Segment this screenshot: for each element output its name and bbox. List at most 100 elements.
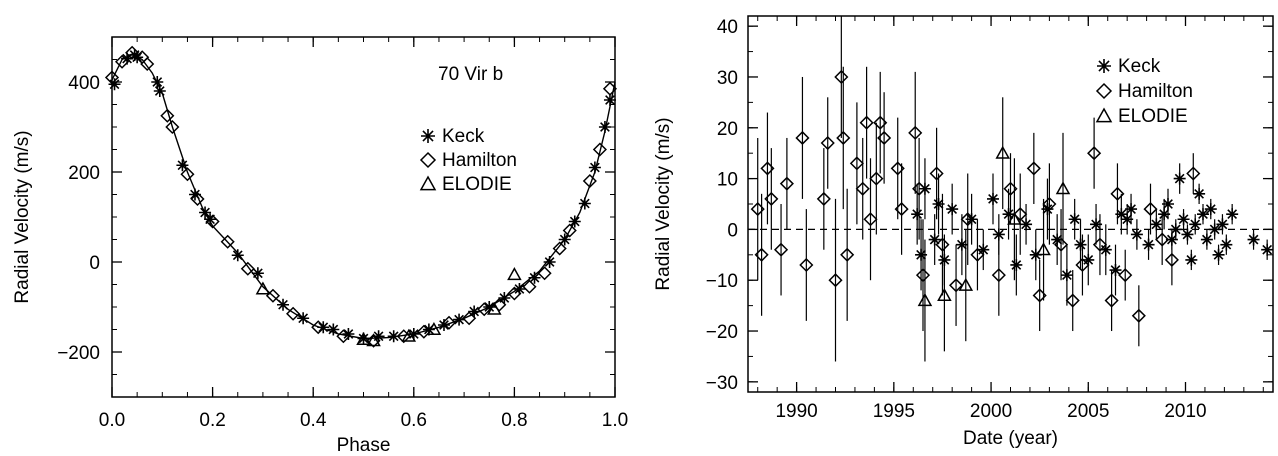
hamilton-point [1026,161,1041,176]
keck-point [928,233,941,246]
keck-point [915,248,928,261]
hamilton-point [1042,196,1057,212]
keck-point [231,249,244,262]
x-tick-label: 1995 [873,401,915,422]
keck-point [578,197,591,210]
keck-point [1099,243,1112,256]
keck-point [1060,269,1073,282]
elodie-point [1007,211,1022,225]
x-tick-label: 0.6 [401,410,427,431]
y-tick-label: −30 [706,373,738,394]
keck-point [1029,248,1042,261]
hamilton-point [1104,293,1119,308]
legend-keck-marker [1097,59,1111,73]
hamilton-point [836,130,851,146]
hamilton-point [915,268,931,283]
hamilton-point [1013,207,1028,222]
legend-elodie-marker [419,175,437,191]
hamilton-point [1143,202,1158,217]
keck-point [357,332,370,345]
x-axis-label: Phase [337,435,391,456]
keck-point [946,203,959,216]
hamilton-point [240,261,255,276]
hamilton-point [1118,268,1133,283]
keck-point [1216,218,1229,231]
keck-point [588,161,601,174]
planet-annotation: 70 Vir b [438,64,503,85]
keck-point [558,233,571,246]
keck-point [1074,238,1087,251]
hamilton-point [537,266,552,281]
hamilton-point [764,191,779,206]
legend-elodie-marker [1095,107,1113,123]
plot-area [104,45,618,348]
keck-point [1200,233,1213,246]
hamilton-point [935,237,950,252]
hamilton-point [1110,186,1125,201]
y-axis-label: Radial Velocity (m/s) [653,117,674,290]
keck-point [1204,203,1217,216]
hamilton-point [160,108,175,123]
keck-point [598,121,611,133]
phase-curve-panel: 0.0 0.2 0.4 0.6 0.8 1.0 −200 0 200 400 Phase Radial… [12,36,628,456]
hamilton-point [220,234,235,249]
elodie-point [487,301,502,315]
hamilton-point [863,212,878,227]
hamilton-point [602,81,618,96]
hamilton-point [1075,257,1090,273]
keck-point [1109,264,1122,277]
keck-point [543,256,556,268]
residuals-panel: 1990 1995 2000 2005 2010 −30 −20 −10 0 10 20 30 40 Da… [653,15,1274,449]
hamilton-point [592,142,607,157]
hamilton-point [125,45,140,60]
hamilton-point [855,181,870,196]
legend-keck-marker [421,129,435,143]
plot-area [748,16,1274,362]
hamilton-point [562,223,577,238]
hamilton-point [799,257,814,273]
keck-point [1220,238,1233,251]
hamilton-point [816,191,831,206]
hamilton-point [948,278,964,293]
hamilton-point [1053,237,1069,252]
hamilton-point [869,171,884,186]
hamilton-point [1164,252,1179,267]
keck-point [1261,243,1274,256]
keck-point [1130,228,1143,241]
keck-point [151,76,164,88]
keck-point [1212,248,1225,261]
hamilton-point [991,268,1006,283]
keck-point [1090,218,1103,231]
y-tick-label: 40 [717,17,738,38]
legend-hamilton-label: Hamilton [1118,81,1193,102]
keck-point [498,292,511,304]
hamilton-point [1092,237,1108,252]
x-tick-label: 0.2 [199,410,225,431]
elodie-point [401,328,417,342]
elodie-point [366,333,381,347]
keck-point [199,206,212,219]
elodie-point [507,267,522,281]
hamilton-point [773,242,789,257]
hamilton-point [441,315,457,330]
hamilton-point [165,119,180,135]
keck-point [1020,218,1033,231]
keck-point [911,208,924,221]
hamilton-point [820,135,835,151]
keck-point [603,94,616,106]
keck-point [372,330,385,343]
elodie-point [917,292,933,307]
keck-point [1173,172,1186,185]
y-tick-label: 30 [717,68,738,89]
keck-point [1193,187,1206,200]
hamilton-point [859,115,874,130]
x-tick-label: 0.0 [99,410,125,431]
hamilton-point [180,167,195,182]
keck-point [1158,208,1171,221]
keck-point [176,159,189,172]
elodie-point [255,281,271,295]
keck-point [483,301,496,313]
hamilton-point [1155,232,1170,247]
hamilton-point [849,156,864,171]
